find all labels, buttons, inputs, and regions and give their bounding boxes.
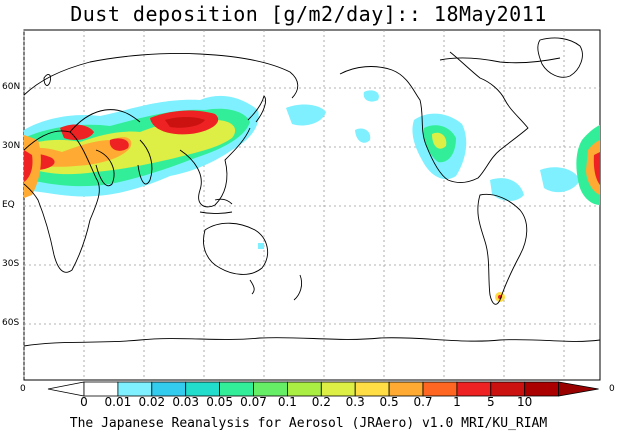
colorbar-box — [253, 381, 288, 397]
colorbar-tick-label: 0.3 — [345, 395, 365, 409]
colorbar-labels: 0 0.01 0.02 0.03 0.05 0.07 0.1 0.2 0.3 0.5 0.7 1 5 10 — [0, 395, 617, 411]
grid-lines — [23, 30, 600, 380]
colorbar-box — [456, 381, 492, 397]
colorbar-box — [83, 381, 119, 397]
colorbar-arrow-right — [558, 381, 599, 397]
colorbar-tick-label: 0.07 — [240, 395, 267, 409]
colorbar-tick-label: 0.05 — [206, 395, 233, 409]
colorbar-box — [117, 381, 153, 397]
map-frame — [23, 29, 601, 381]
colorbar-tick-label: 0.5 — [379, 395, 399, 409]
lat-label-60n: 60N — [2, 82, 21, 92]
colorbar-tick-label: 0.02 — [138, 395, 166, 409]
lat-label-60s: 60S — [2, 318, 20, 328]
colorbar-box — [524, 381, 560, 397]
colorbar-tick-label: 0.03 — [172, 395, 200, 409]
colorbar-arrow-left — [47, 381, 85, 397]
colorbar-tick-label: 0.2 — [311, 395, 331, 409]
map-title: Dust deposition [g/m2/day]:: 18May2011 — [70, 2, 547, 26]
lat-label-30n: 30N — [2, 141, 21, 151]
colorbar-box — [490, 381, 526, 397]
colorbar-tick-label: 0.1 — [277, 395, 297, 409]
colorbar-box — [388, 381, 424, 397]
lat-label-eq: EQ — [2, 200, 15, 210]
lat-label-30s: 30S — [2, 259, 20, 269]
dust-shading — [24, 90, 600, 302]
colorbar-box — [354, 381, 390, 397]
colorbar-box — [422, 381, 458, 397]
colorbar-tick-label: 10 — [517, 395, 533, 409]
coastlines — [23, 37, 601, 347]
colorbar-tick-label: 5 — [486, 395, 495, 409]
colorbar-box — [185, 381, 220, 397]
credit-line: The Japanese Reanalysis for Aerosol (JRA… — [69, 416, 548, 431]
colorbar-tick-label: 1 — [453, 395, 461, 409]
colorbar-edge-left: 0 — [20, 384, 26, 394]
colorbar — [47, 381, 599, 397]
colorbar-box — [219, 381, 254, 397]
colorbar-box — [286, 381, 322, 397]
colorbar-box — [320, 381, 356, 397]
colorbar-box — [151, 381, 187, 397]
colorbar-edge-right: 0 — [609, 384, 615, 394]
colorbar-tick-label: 0.7 — [413, 395, 433, 409]
colorbar-tick-label: 0 — [80, 395, 88, 409]
colorbar-tick-label: 0.01 — [104, 395, 132, 409]
